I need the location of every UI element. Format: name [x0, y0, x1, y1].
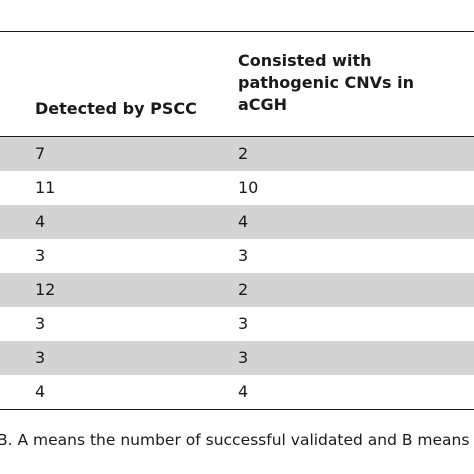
table-row: 7 2 [0, 137, 474, 171]
table-bottom-rule [0, 409, 474, 410]
cell-detected: 4 [35, 212, 46, 231]
table-row: 12 2 [0, 273, 474, 307]
column-header-consisted: Consisted with pathogenic CNVs in aCGH [238, 51, 414, 114]
column-header-detected: Detected by PSCC [35, 99, 197, 118]
table-row: 3 3 [0, 307, 474, 341]
cell-consisted: 4 [238, 212, 249, 231]
cell-detected: 3 [35, 314, 46, 333]
table-row: 3 3 [0, 341, 474, 375]
table-row: 4 4 [0, 375, 474, 409]
cell-detected: 11 [35, 178, 56, 197]
cell-consisted: 3 [238, 314, 249, 333]
cell-consisted: 4 [238, 382, 249, 401]
cell-consisted: 3 [238, 246, 249, 265]
cell-detected: 7 [35, 144, 46, 163]
cell-detected: 3 [35, 348, 46, 367]
cell-detected: 12 [35, 280, 56, 299]
table-row: 3 3 [0, 239, 474, 273]
cell-consisted: 10 [238, 178, 259, 197]
table-row: 11 10 [0, 171, 474, 205]
cell-consisted: 2 [238, 280, 249, 299]
table-top-rule [0, 31, 474, 32]
table-row: 4 4 [0, 205, 474, 239]
table-header-rule [0, 136, 474, 137]
cell-detected: 4 [35, 382, 46, 401]
table-body: 7 2 11 10 4 4 3 3 12 2 3 3 3 3 4 4 [0, 137, 474, 409]
cell-consisted: 3 [238, 348, 249, 367]
table-footnote: B. A means the number of successful vali… [0, 431, 470, 449]
cell-detected: 3 [35, 246, 46, 265]
cell-consisted: 2 [238, 144, 249, 163]
